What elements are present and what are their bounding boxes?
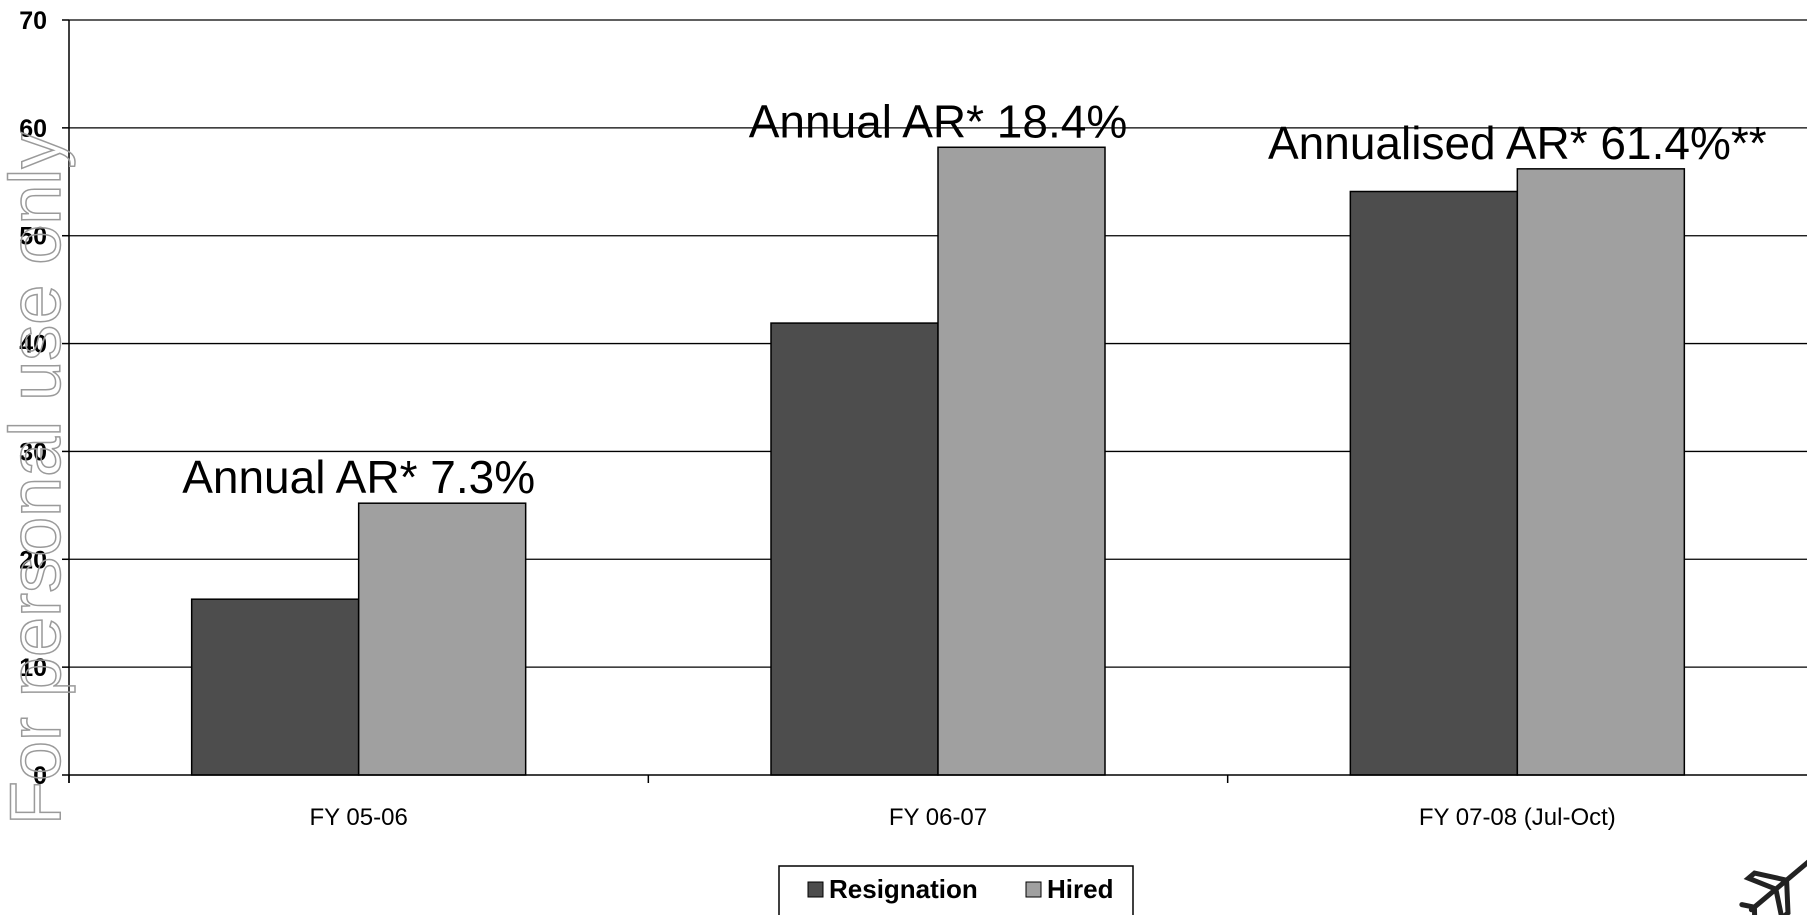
annotation-label: Annualised AR* 61.4%** (1268, 117, 1767, 169)
y-tick-labels: 0 10 20 30 40 50 60 70 (19, 7, 47, 790)
legend-swatch-resignation (807, 881, 824, 898)
bar-resignation-0 (190, 598, 360, 776)
annotations: Annual AR* 7.3% Annual AR* 18.4% Annualise… (182, 95, 1767, 503)
watermark: For personal use only (0, 132, 77, 826)
bar-hired-2 (1516, 168, 1686, 776)
y-tick-label: 0 (33, 762, 47, 790)
y-tick-label: 60 (19, 115, 47, 143)
x-category-label: FY 07-08 (Jul-Oct) (1419, 804, 1616, 831)
x-category-label: FY 05-06 (310, 804, 408, 831)
legend-label-resignation: Resignation (829, 874, 978, 904)
bar-resignation-2 (1349, 190, 1519, 776)
axes (62, 19, 1807, 783)
y-tick-label: 20 (19, 546, 47, 574)
airplane-icon (1739, 855, 1807, 915)
bar-hired-1 (937, 146, 1106, 776)
y-tick-label: 30 (19, 438, 47, 466)
y-tick-label: 50 (19, 223, 47, 251)
legend-label-hired: Hired (1047, 874, 1113, 904)
watermark-text: For personal use only (0, 133, 76, 825)
bars (190, 146, 1686, 776)
x-category-label: FY 06-07 (889, 804, 987, 831)
y-tick-label: 10 (19, 654, 47, 682)
y-tick-label: 40 (19, 331, 47, 359)
x-category-labels: FY 05-06 FY 06-07 FY 07-08 (Jul-Oct) (310, 804, 1616, 831)
bar-hired-0 (357, 502, 527, 776)
annotation-label: Annual AR* 18.4% (749, 95, 1128, 147)
bar-resignation-1 (770, 322, 939, 776)
legend: Resignation Hired (778, 865, 1134, 915)
y-tick-label: 70 (19, 7, 47, 35)
annotation-label: Annual AR* 7.3% (182, 451, 535, 503)
legend-box (778, 865, 1134, 915)
legend-swatch-hired (1025, 881, 1042, 898)
